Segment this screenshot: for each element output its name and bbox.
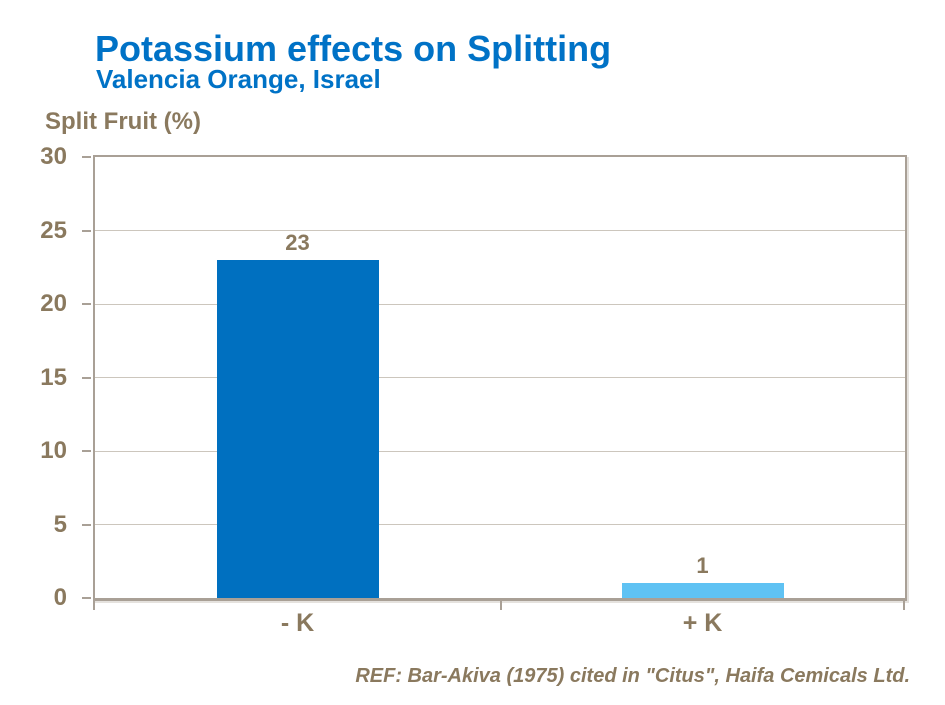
y-axis-tick-label-20: 20 [40,290,67,317]
y-axis-title: Split Fruit (%) [45,108,201,135]
y-axis-tick-10 [82,450,91,452]
y-axis-tick-label-0: 0 [53,584,67,611]
gridline-20 [95,303,905,305]
y-axis-tick-5 [82,523,91,526]
x-axis-category-label-plus-k: + K [682,609,723,637]
x-axis-tick-2 [903,601,905,610]
x-axis-category-label-minus-k: - K [280,609,315,637]
plot-area: 23 1 [82,155,907,610]
y-axis-tick-label-30: 30 [40,143,67,170]
gridline-5 [95,524,905,525]
y-axis-tick-20 [82,303,91,305]
bar-value-label-minus-k: 23 [285,229,310,255]
x-axis-tick-0 [93,601,95,610]
x-axis-tick-1 [500,601,502,610]
y-axis-tick-label-5: 5 [53,510,67,538]
y-axis-tick-15 [82,376,91,379]
y-axis-tick-label-25: 25 [40,216,67,244]
gridline-25 [95,230,905,231]
gridline-10 [95,450,905,452]
chart-subtitle: Valencia Orange, Israel [96,64,381,94]
reference-citation: REF: Bar-Akiva (1975) cited in "Citus", … [355,665,910,687]
y-axis-tick-0 [82,597,91,599]
bar-value-label-plus-k: 1 [696,553,709,579]
y-axis-tick-label-10: 10 [40,437,67,464]
y-axis-tick-label-15: 15 [40,363,67,391]
chart-title: Potassium effects on Splitting [95,28,612,69]
gridline-15 [95,377,905,378]
bar-plus-k [621,583,784,598]
bar-minus-k [216,259,379,598]
y-axis-tick-25 [82,229,91,232]
y-axis-tick-30 [82,156,91,158]
